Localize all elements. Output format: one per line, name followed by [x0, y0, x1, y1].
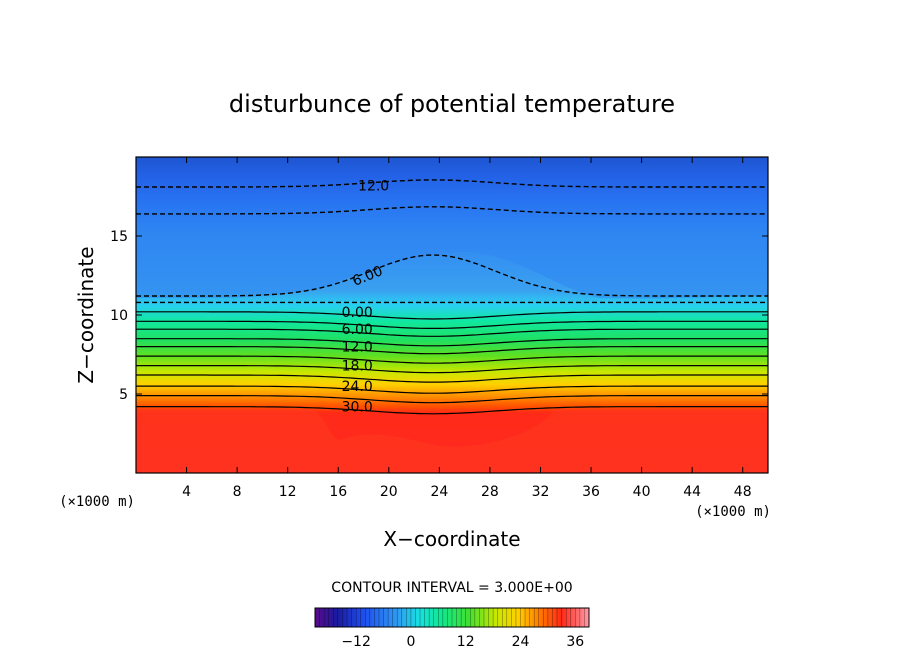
y-axis-ticks: 5 10 15: [110, 229, 768, 403]
contour-label: 30.0: [342, 400, 373, 416]
x-tick-label: 24: [430, 484, 448, 500]
contour-label: 12.0: [358, 178, 389, 194]
contour-line-neg9: [136, 206, 768, 215]
contour-line-pos: [136, 320, 768, 329]
contour-line-pos: [136, 365, 768, 374]
colorbar-ticks: −12 0 12 24 36: [341, 634, 584, 650]
x-tick-label: 12: [279, 484, 297, 500]
colorbar-segments: [314, 608, 590, 627]
x-tick-label: 48: [734, 484, 752, 500]
x-axis-ticks: 4 8 12 16 20 24 28 32 36 40 44 48: [182, 157, 752, 500]
contour-label: 0.00: [342, 305, 373, 321]
x-tick-label: 32: [532, 484, 550, 500]
contour-label: 12.0: [342, 340, 373, 356]
contour-line-pos: [136, 346, 768, 355]
x-tick-label: 40: [633, 484, 651, 500]
chart-title: disturbunce of potential temperature: [229, 90, 675, 118]
contour-lines: [136, 179, 768, 415]
x-tick-label: 36: [582, 484, 600, 500]
colorbar-tick-label: 24: [512, 634, 530, 650]
y-tick-label: 15: [110, 229, 128, 245]
contour-label: 18.0: [342, 359, 373, 375]
y-tick-label: 10: [110, 308, 128, 324]
contour-line-pos: [136, 311, 768, 320]
x-tick-label: 20: [380, 484, 398, 500]
colorbar-tick-label: 36: [566, 634, 584, 650]
contour-interval-text: CONTOUR INTERVAL = 3.000E+00: [331, 580, 572, 596]
warm-surface-region: [136, 409, 768, 473]
colorbar-tick-label: 12: [457, 634, 475, 650]
x-tick-label: 16: [329, 484, 347, 500]
cold-anomaly-region: [136, 157, 768, 299]
contour-line-pos: [136, 406, 768, 415]
x-tick-label: 28: [481, 484, 499, 500]
x-tick-label: 8: [233, 484, 242, 500]
x-axis-label: X−coordinate: [383, 527, 520, 551]
x-tick-label: 44: [683, 484, 701, 500]
contour-label: 6.00: [342, 322, 373, 338]
contour-line-pos: [136, 355, 768, 364]
contour-line-pos: [136, 374, 768, 383]
colorbar-tick-label: −12: [341, 634, 371, 650]
contour-line-pos: [136, 338, 768, 347]
contour-line-neg12: [136, 179, 768, 188]
x-tick-label: 4: [182, 484, 191, 500]
contour-line-neg6: [136, 254, 768, 297]
y-unit-label: (×1000 m): [59, 494, 135, 510]
contour-line-pos: [136, 385, 768, 394]
y-tick-label: 5: [119, 387, 128, 403]
colorbar-tick-label: 0: [406, 634, 415, 650]
y-axis-label: Z−coordinate: [74, 246, 98, 383]
contour-line-pos: [136, 395, 768, 404]
contour-line-pos: [136, 328, 768, 337]
x-unit-label: (×1000 m): [695, 504, 771, 520]
contour-label: 24.0: [342, 379, 373, 395]
